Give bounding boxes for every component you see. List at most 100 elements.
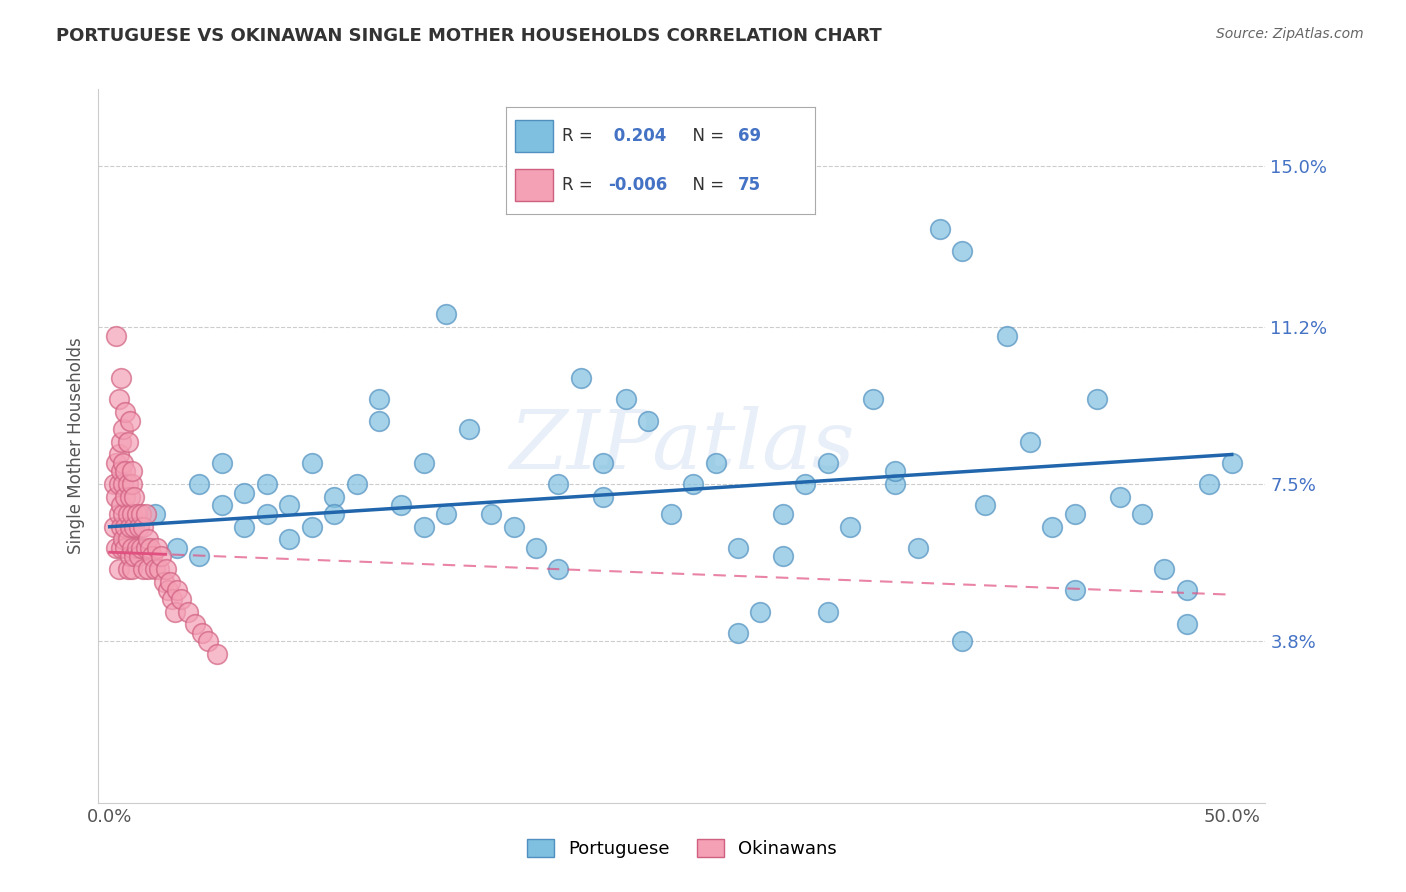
Point [1198,477,1220,491]
Point [772,549,794,564]
Point [124,519,146,533]
Text: PORTUGUESE VS OKINAWAN SINGLE MOTHER HOUSEHOLDS CORRELATION CHART: PORTUGUESE VS OKINAWAN SINGLE MOTHER HOU… [56,27,882,45]
Point [188,549,211,564]
Point [389,499,412,513]
Point [105,456,128,470]
Point [323,507,346,521]
Point [233,519,256,533]
Point [772,507,794,521]
Point [727,541,749,555]
Y-axis label: Single Mother Households: Single Mother Households [66,338,84,554]
Point [412,519,434,533]
Point [952,634,974,648]
Point [141,549,163,564]
Point [1063,583,1085,598]
Point [150,549,173,564]
Point [112,533,135,547]
Point [569,371,592,385]
Point [659,507,682,521]
Point [1108,490,1130,504]
Point [148,562,170,576]
Point [143,507,166,521]
Point [135,507,157,521]
Point [125,507,148,521]
Text: ZIPatlas: ZIPatlas [509,406,855,486]
Point [117,507,139,521]
Point [156,583,179,598]
Legend: Portuguese, Okinawans: Portuguese, Okinawans [519,831,845,865]
Point [952,244,974,258]
Text: R =: R = [562,177,598,194]
Point [152,574,174,589]
Point [107,507,129,521]
Point [839,519,862,533]
Point [547,562,569,576]
Point [121,477,143,491]
Point [547,477,569,491]
Text: -0.006: -0.006 [609,177,668,194]
Point [121,465,143,479]
Point [197,634,219,648]
Point [301,456,323,470]
Point [184,617,207,632]
Point [1063,507,1085,521]
Point [524,541,547,555]
Point [110,434,132,449]
Point [143,562,166,576]
Point [112,507,135,521]
Point [110,519,132,533]
Text: N =: N = [682,177,730,194]
Point [103,519,125,533]
Text: 0.204: 0.204 [609,127,666,145]
Point [139,541,162,555]
Point [457,422,479,436]
Point [112,477,135,491]
Point [117,477,139,491]
Point [110,371,132,385]
Point [132,519,155,533]
Point [114,519,136,533]
Point [162,591,184,606]
Point [105,541,128,555]
Point [1175,617,1198,632]
Point [301,519,323,533]
Point [502,519,524,533]
Point [682,477,704,491]
Point [117,434,139,449]
Point [592,456,614,470]
Text: R =: R = [562,127,598,145]
Point [207,647,229,661]
Point [346,477,368,491]
FancyBboxPatch shape [516,169,553,202]
Point [129,541,152,555]
Point [862,392,884,407]
Point [136,562,159,576]
Text: 75: 75 [738,177,761,194]
Point [368,392,391,407]
Point [479,507,502,521]
Point [114,465,136,479]
Point [124,490,146,504]
Point [884,477,907,491]
Point [973,499,995,513]
Point [159,574,181,589]
Point [884,465,907,479]
Point [817,456,839,470]
Point [129,507,152,521]
Point [434,507,457,521]
Point [155,562,177,576]
Point [1040,519,1063,533]
Point [817,605,839,619]
Point [929,222,952,236]
Point [1018,434,1040,449]
Point [727,626,749,640]
Text: 69: 69 [738,127,761,145]
Point [107,392,129,407]
Text: N =: N = [682,127,730,145]
Point [177,605,200,619]
Point [166,541,188,555]
Point [121,519,143,533]
Text: Source: ZipAtlas.com: Source: ZipAtlas.com [1216,27,1364,41]
FancyBboxPatch shape [516,120,553,152]
Point [110,499,132,513]
